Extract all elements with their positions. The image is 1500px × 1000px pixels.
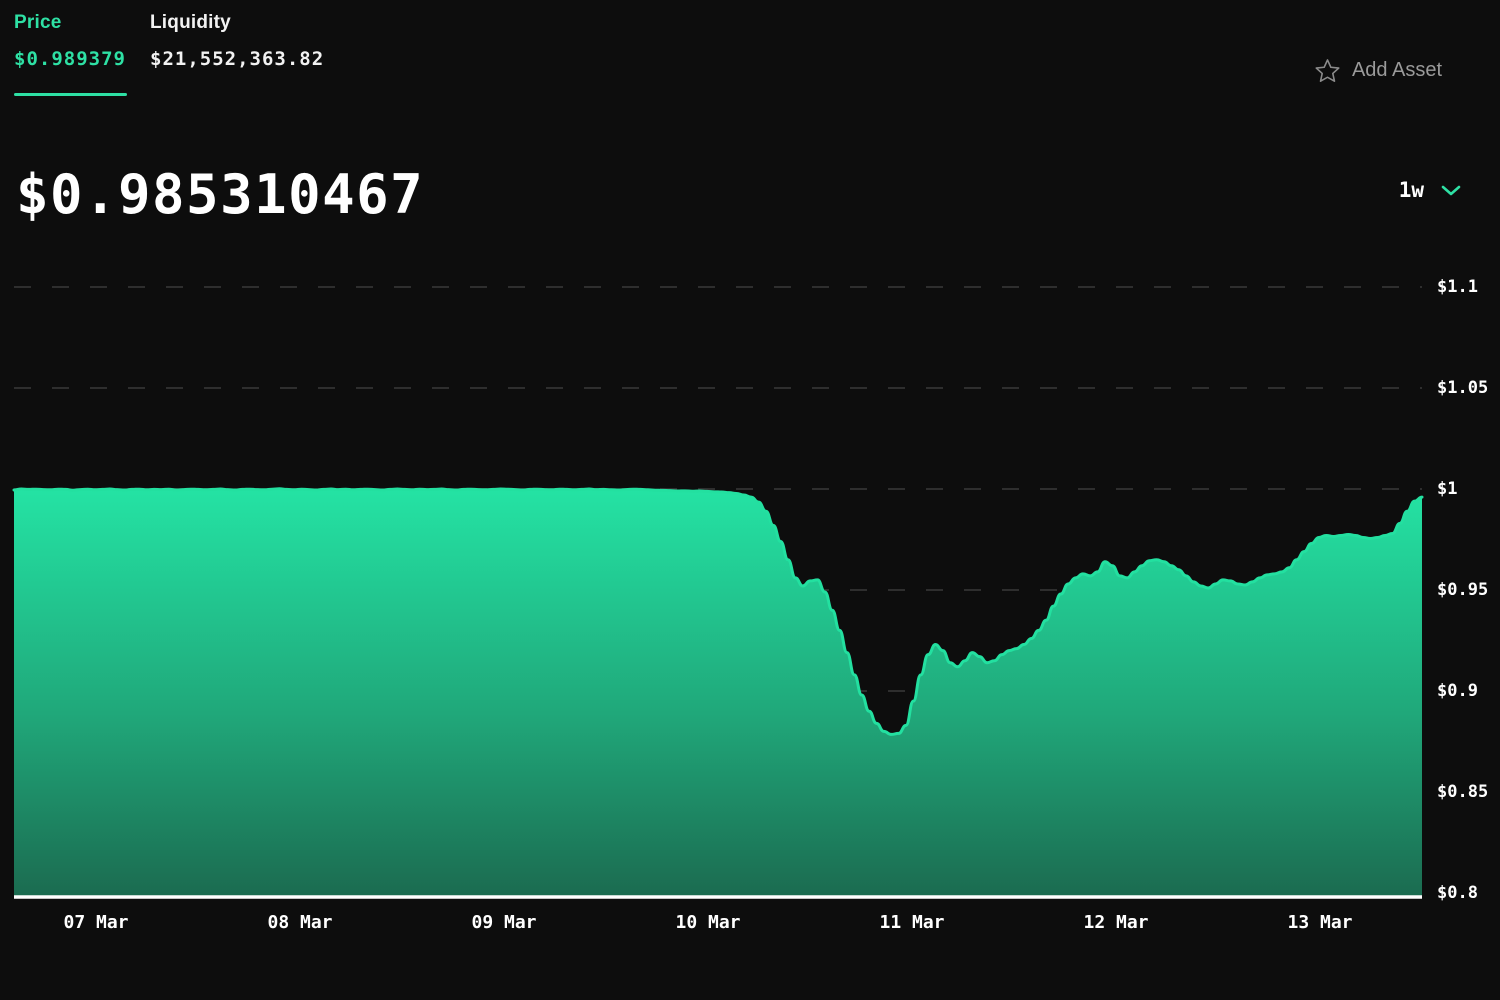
x-axis-tick-label: 08 Mar	[267, 912, 333, 933]
tab-liquidity-label: Liquidity	[150, 12, 231, 33]
page-title-price: $0.985310467	[16, 163, 425, 226]
y-axis-tick-label: $1.1	[1437, 277, 1478, 297]
tab-price[interactable]: Price $0.989379	[14, 12, 126, 70]
x-axis-tick-label: 13 Mar	[1287, 912, 1353, 933]
y-axis-tick-label: $0.95	[1437, 580, 1489, 600]
x-axis-tick-label: 11 Mar	[879, 912, 945, 933]
y-axis-tick-label: $1.05	[1437, 378, 1489, 398]
metric-tabs: Price $0.989379 Liquidity $21,552,363.82	[0, 0, 1500, 100]
x-axis-tick-label: 12 Mar	[1083, 912, 1149, 933]
y-axis-tick-label: $0.8	[1437, 883, 1478, 903]
add-asset-label: Add Asset	[1351, 59, 1442, 81]
x-axis-labels: 07 Mar 08 Mar 09 Mar 10 Mar 11 Mar 12 Mar 13 M…	[0, 912, 1500, 952]
star-icon	[1314, 57, 1341, 84]
x-axis-tick-label: 07 Mar	[63, 912, 129, 933]
y-axis-labels: $1.1 $1.05 $1 $0.95 $0.9 $0.85 $0.8	[0, 250, 1500, 910]
add-asset-button[interactable]: Add Asset	[1314, 57, 1442, 84]
chart-canvas	[12, 286, 1424, 899]
y-axis-tick-label: $0.9	[1437, 681, 1478, 701]
x-axis-tick-label: 10 Mar	[675, 912, 741, 933]
tab-liquidity-value: $21,552,363.82	[150, 48, 325, 70]
tab-price-value: $0.989379	[14, 48, 126, 70]
tab-liquidity[interactable]: Liquidity $21,552,363.82	[150, 12, 324, 70]
y-axis-tick-label: $0.85	[1437, 782, 1489, 802]
active-tab-underline	[14, 93, 127, 96]
x-axis-tick-label: 09 Mar	[471, 912, 537, 933]
y-axis-tick-label: $1	[1437, 479, 1458, 499]
price-chart: $1.1 $1.05 $1 $0.95 $0.9 $0.85 $0.8	[0, 250, 1500, 910]
timeframe-selector[interactable]: 1w	[1399, 178, 1462, 202]
timeframe-value: 1w	[1398, 178, 1424, 202]
chevron-down-icon	[1440, 183, 1462, 197]
tab-price-label: Price	[14, 12, 62, 33]
